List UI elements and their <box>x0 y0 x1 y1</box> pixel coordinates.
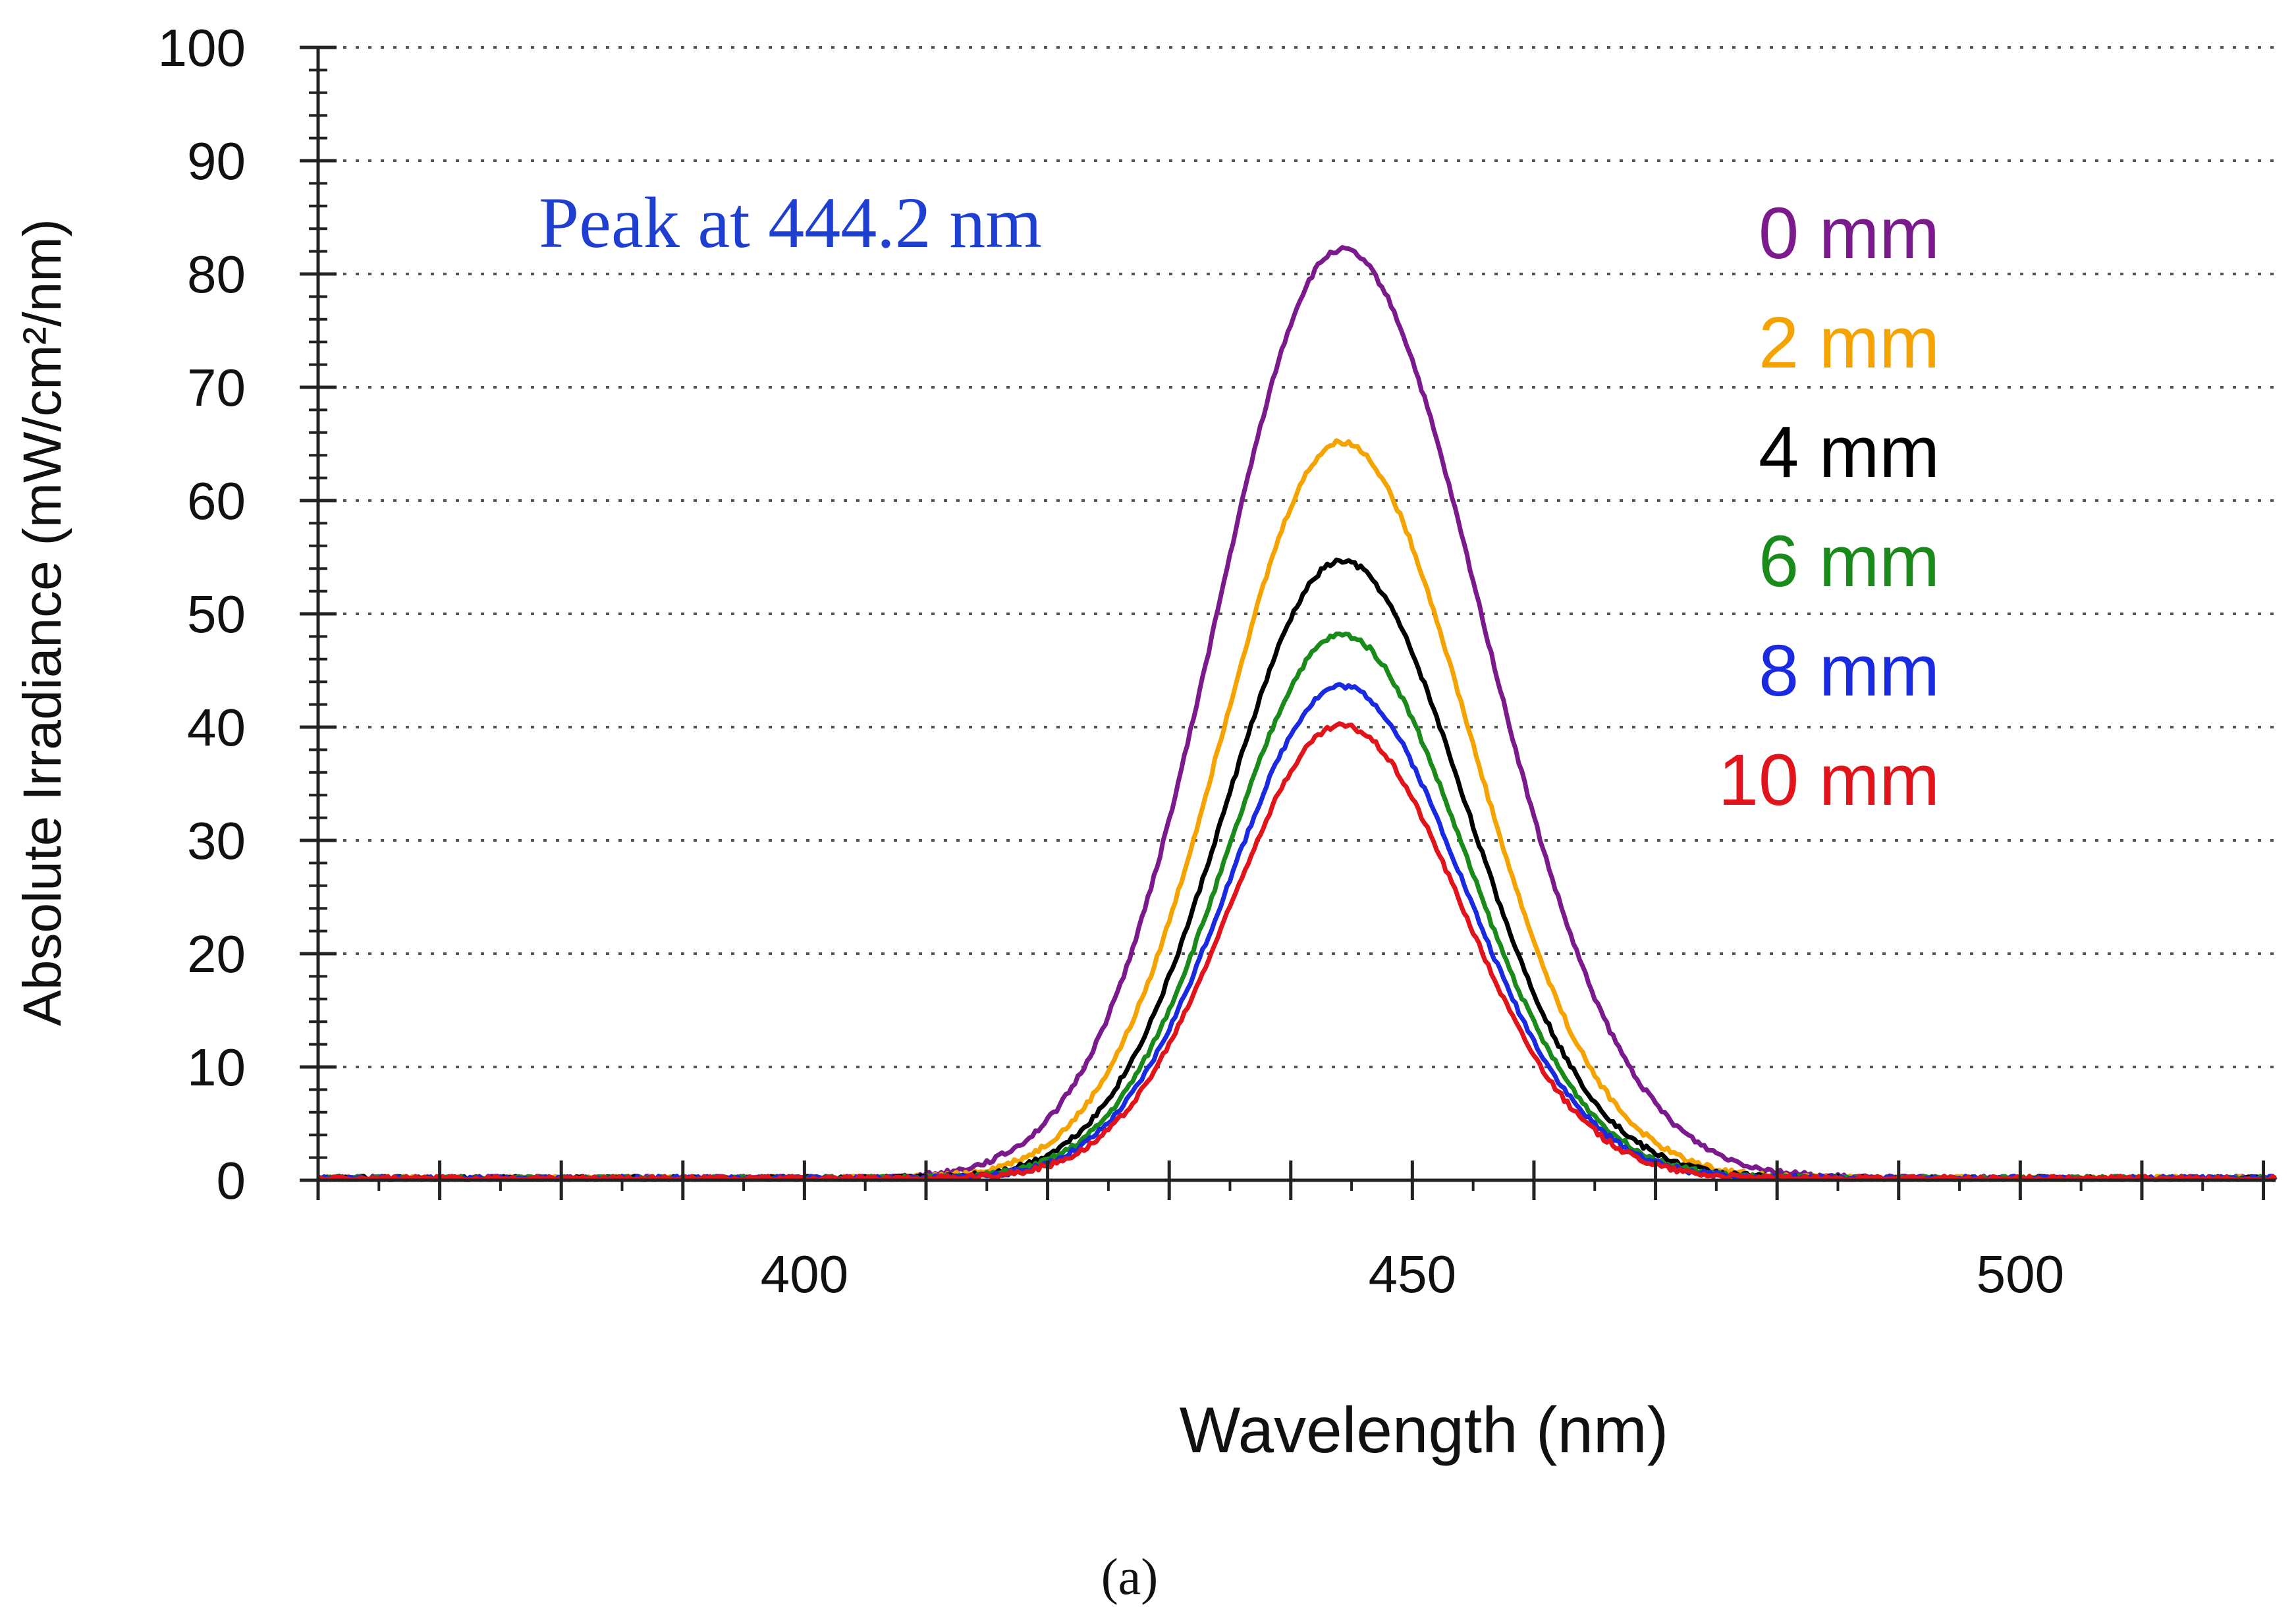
peak-annotation: Peak at 444.2 nm <box>539 182 1042 263</box>
y-tick-label-90: 90 <box>187 132 246 190</box>
y-tick-label-60: 60 <box>187 472 246 530</box>
x-axis-title: Wavelength (nm) <box>1180 1394 1669 1466</box>
legend-entry-10-mm: 10 mm <box>1718 740 1940 821</box>
legend-entry-4-mm: 4 mm <box>1759 412 1940 493</box>
legend-entry-0-mm: 0 mm <box>1759 193 1940 274</box>
y-tick-label-100: 100 <box>158 18 246 77</box>
figure-caption: (a) <box>1101 1548 1159 1605</box>
y-axis-title: Absolute Irradiance (mW/cm²/nm) <box>13 219 72 1026</box>
legend-entry-6-mm: 6 mm <box>1759 521 1940 602</box>
y-tick-label-40: 40 <box>187 698 246 757</box>
legend-entry-2-mm: 2 mm <box>1759 302 1940 383</box>
x-tick-label-450: 450 <box>1369 1245 1456 1303</box>
series-line-2-mm <box>317 438 2278 1182</box>
x-tick-label-400: 400 <box>761 1245 848 1303</box>
y-tick-label-30: 30 <box>187 811 246 870</box>
y-tick-label-20: 20 <box>187 925 246 983</box>
y-tick-label-0: 0 <box>217 1151 246 1210</box>
axes: 0 10 20 30 40 50 60 70 80 90 100 400 450 500 <box>158 18 2276 1303</box>
legend-entry-8-mm: 8 mm <box>1759 630 1940 711</box>
y-tick-label-50: 50 <box>187 585 246 643</box>
series-line-10-mm <box>317 721 2277 1182</box>
legend: 0 mm 2 mm 4 mm 6 mm 8 mm 10 mm <box>1718 193 1940 821</box>
y-tick-label-10: 10 <box>187 1038 246 1097</box>
series-line-4-mm <box>317 557 2276 1182</box>
x-tick-label-500: 500 <box>1977 1245 2064 1303</box>
y-tick-label-70: 70 <box>187 358 246 417</box>
y-tick-label-80: 80 <box>187 245 246 304</box>
series-line-6-mm <box>317 631 2277 1182</box>
